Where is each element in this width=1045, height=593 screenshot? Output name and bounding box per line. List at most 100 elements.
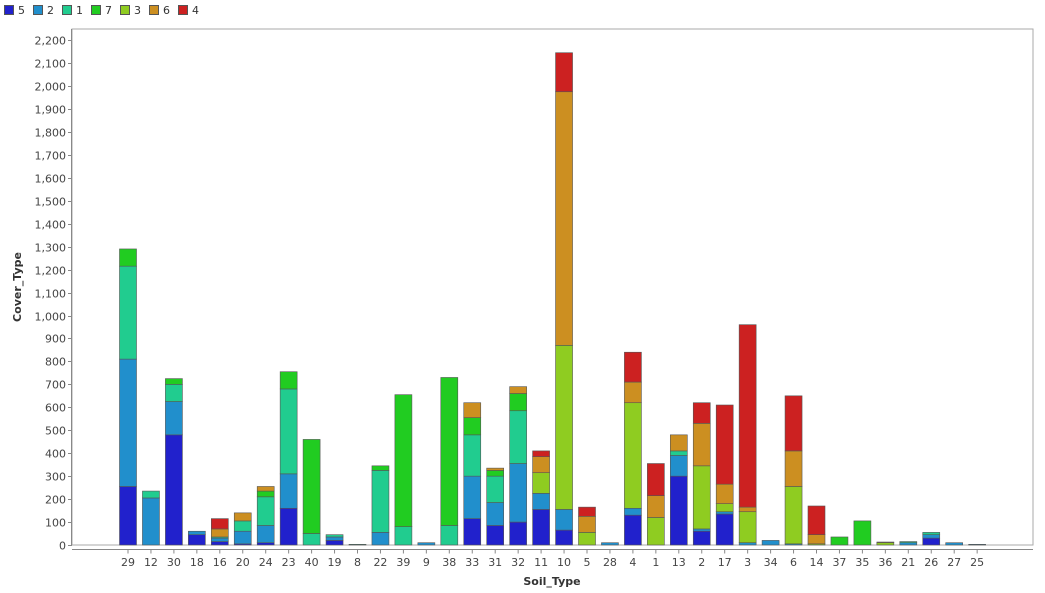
x-tick-label: 26 bbox=[924, 556, 938, 569]
bar-segment-4-2 bbox=[692, 402, 711, 424]
y-tick-label: 600 bbox=[45, 402, 66, 415]
x-tick-label: 27 bbox=[947, 556, 961, 569]
y-tick-label: 1,300 bbox=[35, 242, 67, 255]
bar-segment-4-14 bbox=[807, 505, 826, 535]
y-tick-label: 1,200 bbox=[35, 265, 67, 278]
y-tick-label: 1,000 bbox=[35, 311, 67, 324]
bar-segment-2-32 bbox=[509, 463, 527, 523]
y-tick-label: 200 bbox=[45, 494, 66, 507]
bar-segment-2-23 bbox=[279, 473, 298, 509]
x-axis: 29 12 30 18 16 20 24 23 40 19 8 22 39 9 38 33 31 32 11 10 5 2… bbox=[72, 549, 1033, 569]
bar-segment-6-2 bbox=[692, 423, 711, 467]
bar-segment-3-36 bbox=[876, 542, 895, 546]
x-tick-label: 31 bbox=[488, 556, 502, 569]
bar-segment-1-26 bbox=[922, 532, 941, 535]
bar-segment-1-12 bbox=[142, 490, 160, 499]
x-tick-label: 5 bbox=[584, 556, 591, 569]
legend-label: 3 bbox=[134, 3, 141, 17]
bar-segment-1-24 bbox=[256, 496, 275, 526]
bar-segment-6-10 bbox=[555, 91, 573, 346]
bar-segment-1-40 bbox=[302, 533, 321, 546]
x-tick-label: 23 bbox=[282, 556, 296, 569]
x-tick-label: 1 bbox=[652, 556, 659, 569]
bar-segment-5-23 bbox=[279, 507, 298, 546]
bar-segment-3-11 bbox=[532, 472, 550, 494]
bar-segment-3-5 bbox=[578, 532, 596, 546]
x-tick-label: 4 bbox=[629, 556, 636, 569]
plot-area bbox=[71, 28, 1034, 546]
bar-segment-1-20 bbox=[233, 520, 252, 532]
bar-segment-2-26 bbox=[922, 534, 941, 539]
x-tick-label: 21 bbox=[901, 556, 915, 569]
bar-segment-4-4 bbox=[624, 351, 642, 383]
bar-segment-2-33 bbox=[463, 475, 482, 519]
bar-segment-1-19 bbox=[325, 534, 344, 538]
bar-segment-5-33 bbox=[463, 518, 482, 546]
bar-segment-7-39 bbox=[394, 394, 413, 527]
bar-segment-6-3 bbox=[738, 506, 757, 513]
y-tick-label: 2,200 bbox=[35, 35, 67, 48]
legend-item-7: 7 bbox=[91, 4, 112, 17]
bar-segment-7-32 bbox=[509, 393, 527, 412]
x-tick-label: 24 bbox=[259, 556, 273, 569]
legend-item-3: 3 bbox=[120, 4, 141, 17]
bar-segment-6-11 bbox=[532, 456, 550, 474]
legend-swatch bbox=[4, 5, 14, 15]
bar-segment-4-3 bbox=[738, 324, 757, 508]
bar-segment-2-34 bbox=[761, 540, 780, 546]
bar-segment-6-6 bbox=[784, 450, 803, 487]
legend-swatch bbox=[62, 5, 72, 15]
x-tick-label: 30 bbox=[167, 556, 181, 569]
x-tick-label: 19 bbox=[328, 556, 342, 569]
bar-segment-2-2 bbox=[692, 528, 711, 532]
x-tick-label: 9 bbox=[423, 556, 430, 569]
bar-segment-4-16 bbox=[211, 518, 229, 530]
x-tick-label: 36 bbox=[878, 556, 892, 569]
bar-segment-5-16 bbox=[211, 541, 229, 546]
bar-segment-6-17 bbox=[715, 483, 734, 504]
bar-segment-6-14 bbox=[807, 534, 826, 545]
y-tick-label: 1,500 bbox=[35, 196, 67, 209]
y-tick-label: 1,700 bbox=[35, 150, 67, 163]
bar-segment-1-23 bbox=[279, 388, 298, 475]
bar-segment-5-31 bbox=[486, 525, 505, 546]
bar-segment-2-18 bbox=[188, 530, 206, 535]
legend-item-4: 4 bbox=[178, 4, 199, 17]
legend-item-6: 6 bbox=[149, 4, 170, 17]
bar-segment-6-5 bbox=[578, 516, 596, 533]
bar-segment-3-10 bbox=[555, 345, 573, 510]
bar-segment-2-17 bbox=[715, 511, 734, 515]
bar-segment-5-11 bbox=[532, 509, 550, 546]
bar-segment-3-17 bbox=[715, 503, 734, 513]
y-tick-label: 900 bbox=[45, 333, 66, 346]
bar-segment-2-10 bbox=[555, 509, 573, 531]
bar-segment-6-13 bbox=[669, 434, 688, 452]
bar-segment-2-28 bbox=[601, 542, 619, 546]
bar-segment-6-36 bbox=[876, 541, 895, 544]
bar-segment-1-30 bbox=[165, 384, 183, 402]
bar-segment-1-39 bbox=[394, 526, 413, 546]
x-tick-label: 10 bbox=[557, 556, 571, 569]
x-tick-label: 35 bbox=[855, 556, 869, 569]
y-tick-label: 800 bbox=[45, 356, 66, 369]
bar-segment-6-16 bbox=[211, 528, 229, 538]
legend-label: 7 bbox=[105, 3, 112, 17]
bar-segment-7-23 bbox=[279, 371, 298, 390]
legend-label: 5 bbox=[18, 3, 25, 17]
bar-segment-2-31 bbox=[486, 502, 505, 526]
x-tick-label: 12 bbox=[144, 556, 158, 569]
bar-segment-2-20 bbox=[233, 530, 252, 545]
legend-swatch bbox=[178, 5, 188, 15]
bar-segment-7-22 bbox=[371, 465, 390, 471]
x-tick-label: 8 bbox=[354, 556, 361, 569]
bar-segment-6-24 bbox=[256, 486, 275, 492]
bar-segment-5-32 bbox=[509, 521, 527, 546]
x-tick-label: 6 bbox=[790, 556, 797, 569]
bar-segment-5-24 bbox=[256, 542, 275, 546]
legend-label: 6 bbox=[163, 3, 170, 17]
bar-segment-4-1 bbox=[647, 463, 665, 496]
bar-segment-2-16 bbox=[211, 537, 229, 542]
bar-segment-1-8 bbox=[348, 544, 367, 546]
x-tick-label: 20 bbox=[236, 556, 250, 569]
